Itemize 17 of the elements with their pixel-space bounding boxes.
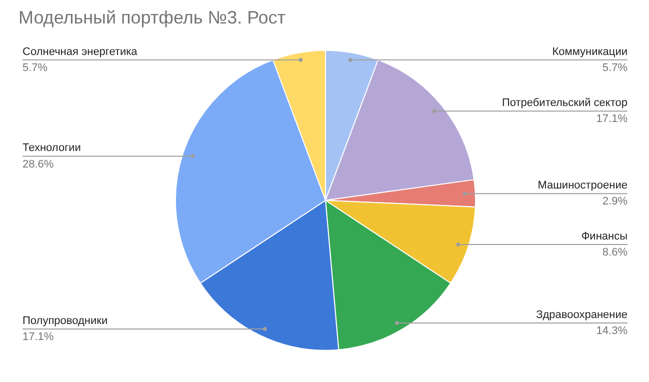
slice-label: Солнечная энергетика: [22, 46, 138, 58]
slice-label: Финансы: [581, 230, 628, 242]
data-label: 8.6%: [602, 246, 628, 259]
data-label: 2.9%: [602, 196, 628, 208]
slice-label: Технологии: [22, 142, 81, 154]
chart-title: Модельный портфель №3. Рост: [18, 8, 286, 28]
data-label: 17.1%: [22, 331, 54, 344]
slice-label: Машиностроение: [538, 180, 628, 192]
data-label: 17.1%: [596, 113, 628, 126]
slice-label: Полупроводники: [22, 314, 108, 327]
data-label: 5.7%: [602, 62, 628, 74]
slice-label: Коммуникации: [552, 46, 628, 58]
data-label: 28.6%: [22, 158, 54, 170]
data-label: 14.3%: [596, 325, 628, 338]
data-label: 5.7%: [22, 62, 48, 74]
slice-label: Потребительский сектор: [502, 97, 628, 110]
slice-label: Здравоохранение: [536, 308, 628, 321]
